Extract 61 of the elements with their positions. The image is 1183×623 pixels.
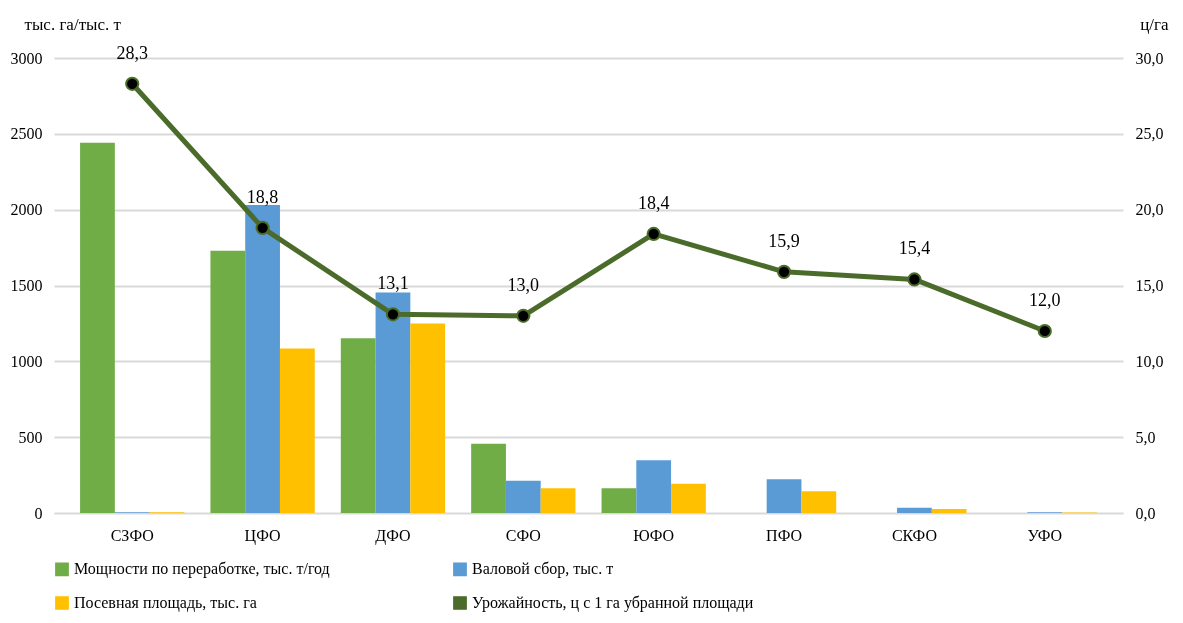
y2-tick-label: 30,0 [1135,49,1164,67]
data-label: 13,1 [377,273,409,294]
x-tick-label: ЦФО [244,526,281,545]
bar [340,338,376,513]
bar [636,460,672,513]
bar [931,508,967,513]
y2-tick-label: 15,0 [1135,277,1164,294]
y-tick-label: 2500 [10,125,43,143]
y-tick-label: 0 [34,504,43,522]
bar [766,479,802,513]
legend-label: Мощности по переработке, тыс. т/год [74,560,330,579]
x-tick-label: УФО [1027,526,1063,544]
y-tick-label: 1000 [10,352,43,370]
data-label: 18,4 [637,192,670,213]
bar [801,491,837,513]
y-tick-label: 500 [18,428,43,446]
bar [540,488,576,513]
data-label: 28,3 [116,42,148,63]
legend-label: Урожайность, ц с 1 га убранной площади [472,594,754,612]
x-tick-label: СФО [505,526,541,544]
y-tick-label: 1500 [10,277,43,294]
y2-tick-label: 5,0 [1135,428,1156,446]
data-label: 13,0 [507,274,540,295]
y2-tick-label: 0,0 [1135,504,1156,522]
point [646,226,661,242]
legend-label: Валовой сбор, тыс. т [472,560,614,579]
legend-label: Посевная площадь, тыс. га [74,594,257,612]
x-tick-label: СКФО [891,526,937,544]
y2-axis-title: ц/га [1140,14,1169,34]
data-label: 15,9 [768,230,800,251]
x-tick-label: ЮФО [633,526,675,544]
point [255,220,270,235]
y-tick-label: 3000 [10,49,43,67]
bar [245,204,280,513]
bar [80,142,115,513]
y-axis-title: тыс. га/тыс. т [24,14,122,34]
data-label: 12,0 [1029,290,1061,310]
point [776,264,792,279]
bar [671,483,706,513]
bar [410,323,446,513]
point [125,76,140,91]
point [907,272,922,287]
x-tick-label: ДФО [375,526,411,545]
bar [897,507,932,513]
y-tick-label: 2000 [10,201,43,219]
point [1037,323,1052,339]
bar [471,443,506,513]
bar [375,292,411,513]
bar [505,480,541,513]
point [516,308,531,323]
data-label: 18,8 [246,186,279,207]
x-tick-label: СЗФО [110,526,154,544]
bar [279,348,315,513]
y2-tick-label: 20,0 [1135,201,1164,219]
data-label: 15,4 [898,238,931,259]
x-tick-label: ПФО [766,526,803,544]
y2-tick-label: 10,0 [1135,352,1164,370]
y2-tick-label: 25,0 [1135,125,1164,143]
point [385,307,401,322]
bar [210,250,246,513]
bar [601,488,637,513]
